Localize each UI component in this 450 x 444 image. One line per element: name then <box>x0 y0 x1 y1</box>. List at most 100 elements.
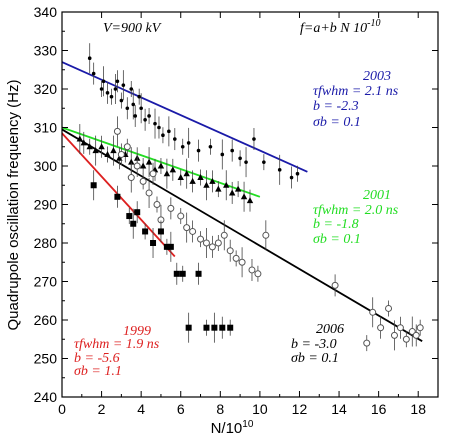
point-2001 <box>240 181 248 212</box>
marker-circle <box>390 331 398 339</box>
marker-dot <box>105 91 110 95</box>
marker-circle <box>226 247 234 255</box>
point-2003 <box>157 116 161 139</box>
label-2003-b: b = -2.3 <box>313 99 359 114</box>
formula-base: f=a+b N 10 <box>300 21 367 36</box>
point-2006 <box>113 116 121 147</box>
point-2003 <box>119 92 124 109</box>
marker-dot <box>91 71 96 76</box>
point-2006 <box>167 197 175 220</box>
point-2006 <box>145 177 153 208</box>
series-2001 <box>76 124 254 212</box>
y-tick-label: 290 <box>34 197 58 213</box>
point-2003 <box>115 70 120 93</box>
marker-triangle <box>157 162 165 169</box>
point-2003 <box>180 138 185 155</box>
marker-circle <box>396 324 404 332</box>
marker-triangle <box>189 177 196 184</box>
point-2003 <box>125 97 130 120</box>
point-1999 <box>195 262 202 285</box>
marker-square <box>203 324 210 331</box>
marker-triangle <box>177 174 184 181</box>
point-2003 <box>230 139 234 162</box>
label-2006-b: b = -3.0 <box>291 337 337 352</box>
label-1999-tau: τfwhm = 1.9 ns <box>74 337 160 352</box>
point-2006 <box>189 220 197 243</box>
marker-circle <box>402 335 410 343</box>
marker-circle <box>369 308 377 316</box>
point-1999 <box>227 319 234 336</box>
point-1999 <box>211 312 218 343</box>
marker-dot <box>230 148 234 153</box>
point-2001 <box>223 170 230 201</box>
point-2003 <box>289 166 294 189</box>
point-2006 <box>177 208 185 225</box>
marker-circle <box>177 212 185 220</box>
point-2006 <box>232 250 240 267</box>
marker-circle <box>248 266 256 274</box>
marker-dot <box>220 152 225 157</box>
point-1999 <box>203 319 210 336</box>
point-2003 <box>131 89 136 120</box>
marker-dot <box>133 114 138 118</box>
label-2001: 2001 τfwhm = 2.0 ns b = -1.8 σb = 0.1 <box>313 188 399 247</box>
x-tick-label: 10 <box>252 401 268 417</box>
series-1999 <box>90 170 234 343</box>
marker-square <box>179 270 186 277</box>
marker-triangle <box>223 181 230 188</box>
marker-circle <box>214 239 222 247</box>
marker-square <box>157 228 164 235</box>
marker-triangle <box>209 177 216 184</box>
y-tick-label: 330 <box>34 43 58 59</box>
marker-dot <box>238 156 242 161</box>
marker-square <box>163 243 170 250</box>
label-2003-sb: σb = 0.1 <box>313 115 361 130</box>
point-2001 <box>177 169 184 186</box>
label-2006-year: 2006 <box>316 322 344 337</box>
marker-dot <box>186 141 191 145</box>
point-2003 <box>252 128 256 151</box>
marker-dot <box>244 160 248 164</box>
marker-dot <box>167 129 171 134</box>
marker-circle <box>133 162 141 170</box>
marker-square <box>195 270 202 277</box>
marker-square <box>134 209 141 216</box>
point-2006 <box>238 247 246 278</box>
x-tick-label: 0 <box>58 401 66 417</box>
marker-square <box>142 228 149 235</box>
x-axis-title: N/1010 <box>211 419 254 437</box>
marker-circle <box>220 231 228 239</box>
point-1999 <box>219 316 226 339</box>
point-2001 <box>92 135 99 166</box>
point-2006 <box>412 324 420 347</box>
y-tick-label: 310 <box>34 120 58 136</box>
point-1999 <box>163 238 170 255</box>
marker-dot <box>115 79 120 84</box>
marker-triangle <box>197 174 204 181</box>
marker-triangle <box>246 197 254 204</box>
point-1999 <box>173 262 180 285</box>
point-2003 <box>161 127 165 144</box>
point-1999 <box>114 185 121 208</box>
marker-dot <box>208 144 213 149</box>
y-tick-label: 250 <box>34 351 58 367</box>
point-1999 <box>167 231 174 262</box>
marker-dot <box>139 106 143 111</box>
marker-circle <box>385 304 393 312</box>
marker-circle <box>183 224 191 232</box>
marker-square <box>126 213 133 220</box>
point-1999 <box>130 208 137 239</box>
marker-square <box>90 182 97 189</box>
marker-triangle <box>228 189 236 196</box>
point-2003 <box>244 147 248 178</box>
marker-circle <box>232 254 240 262</box>
point-2001 <box>169 158 177 181</box>
marker-circle <box>331 281 339 289</box>
y-tick-label: 270 <box>34 274 58 290</box>
y-tick-label: 260 <box>34 312 58 328</box>
point-2006 <box>133 155 141 177</box>
point-2001 <box>98 135 105 158</box>
marker-dot <box>87 56 92 60</box>
point-2001 <box>139 158 147 174</box>
point-2001 <box>228 181 236 204</box>
